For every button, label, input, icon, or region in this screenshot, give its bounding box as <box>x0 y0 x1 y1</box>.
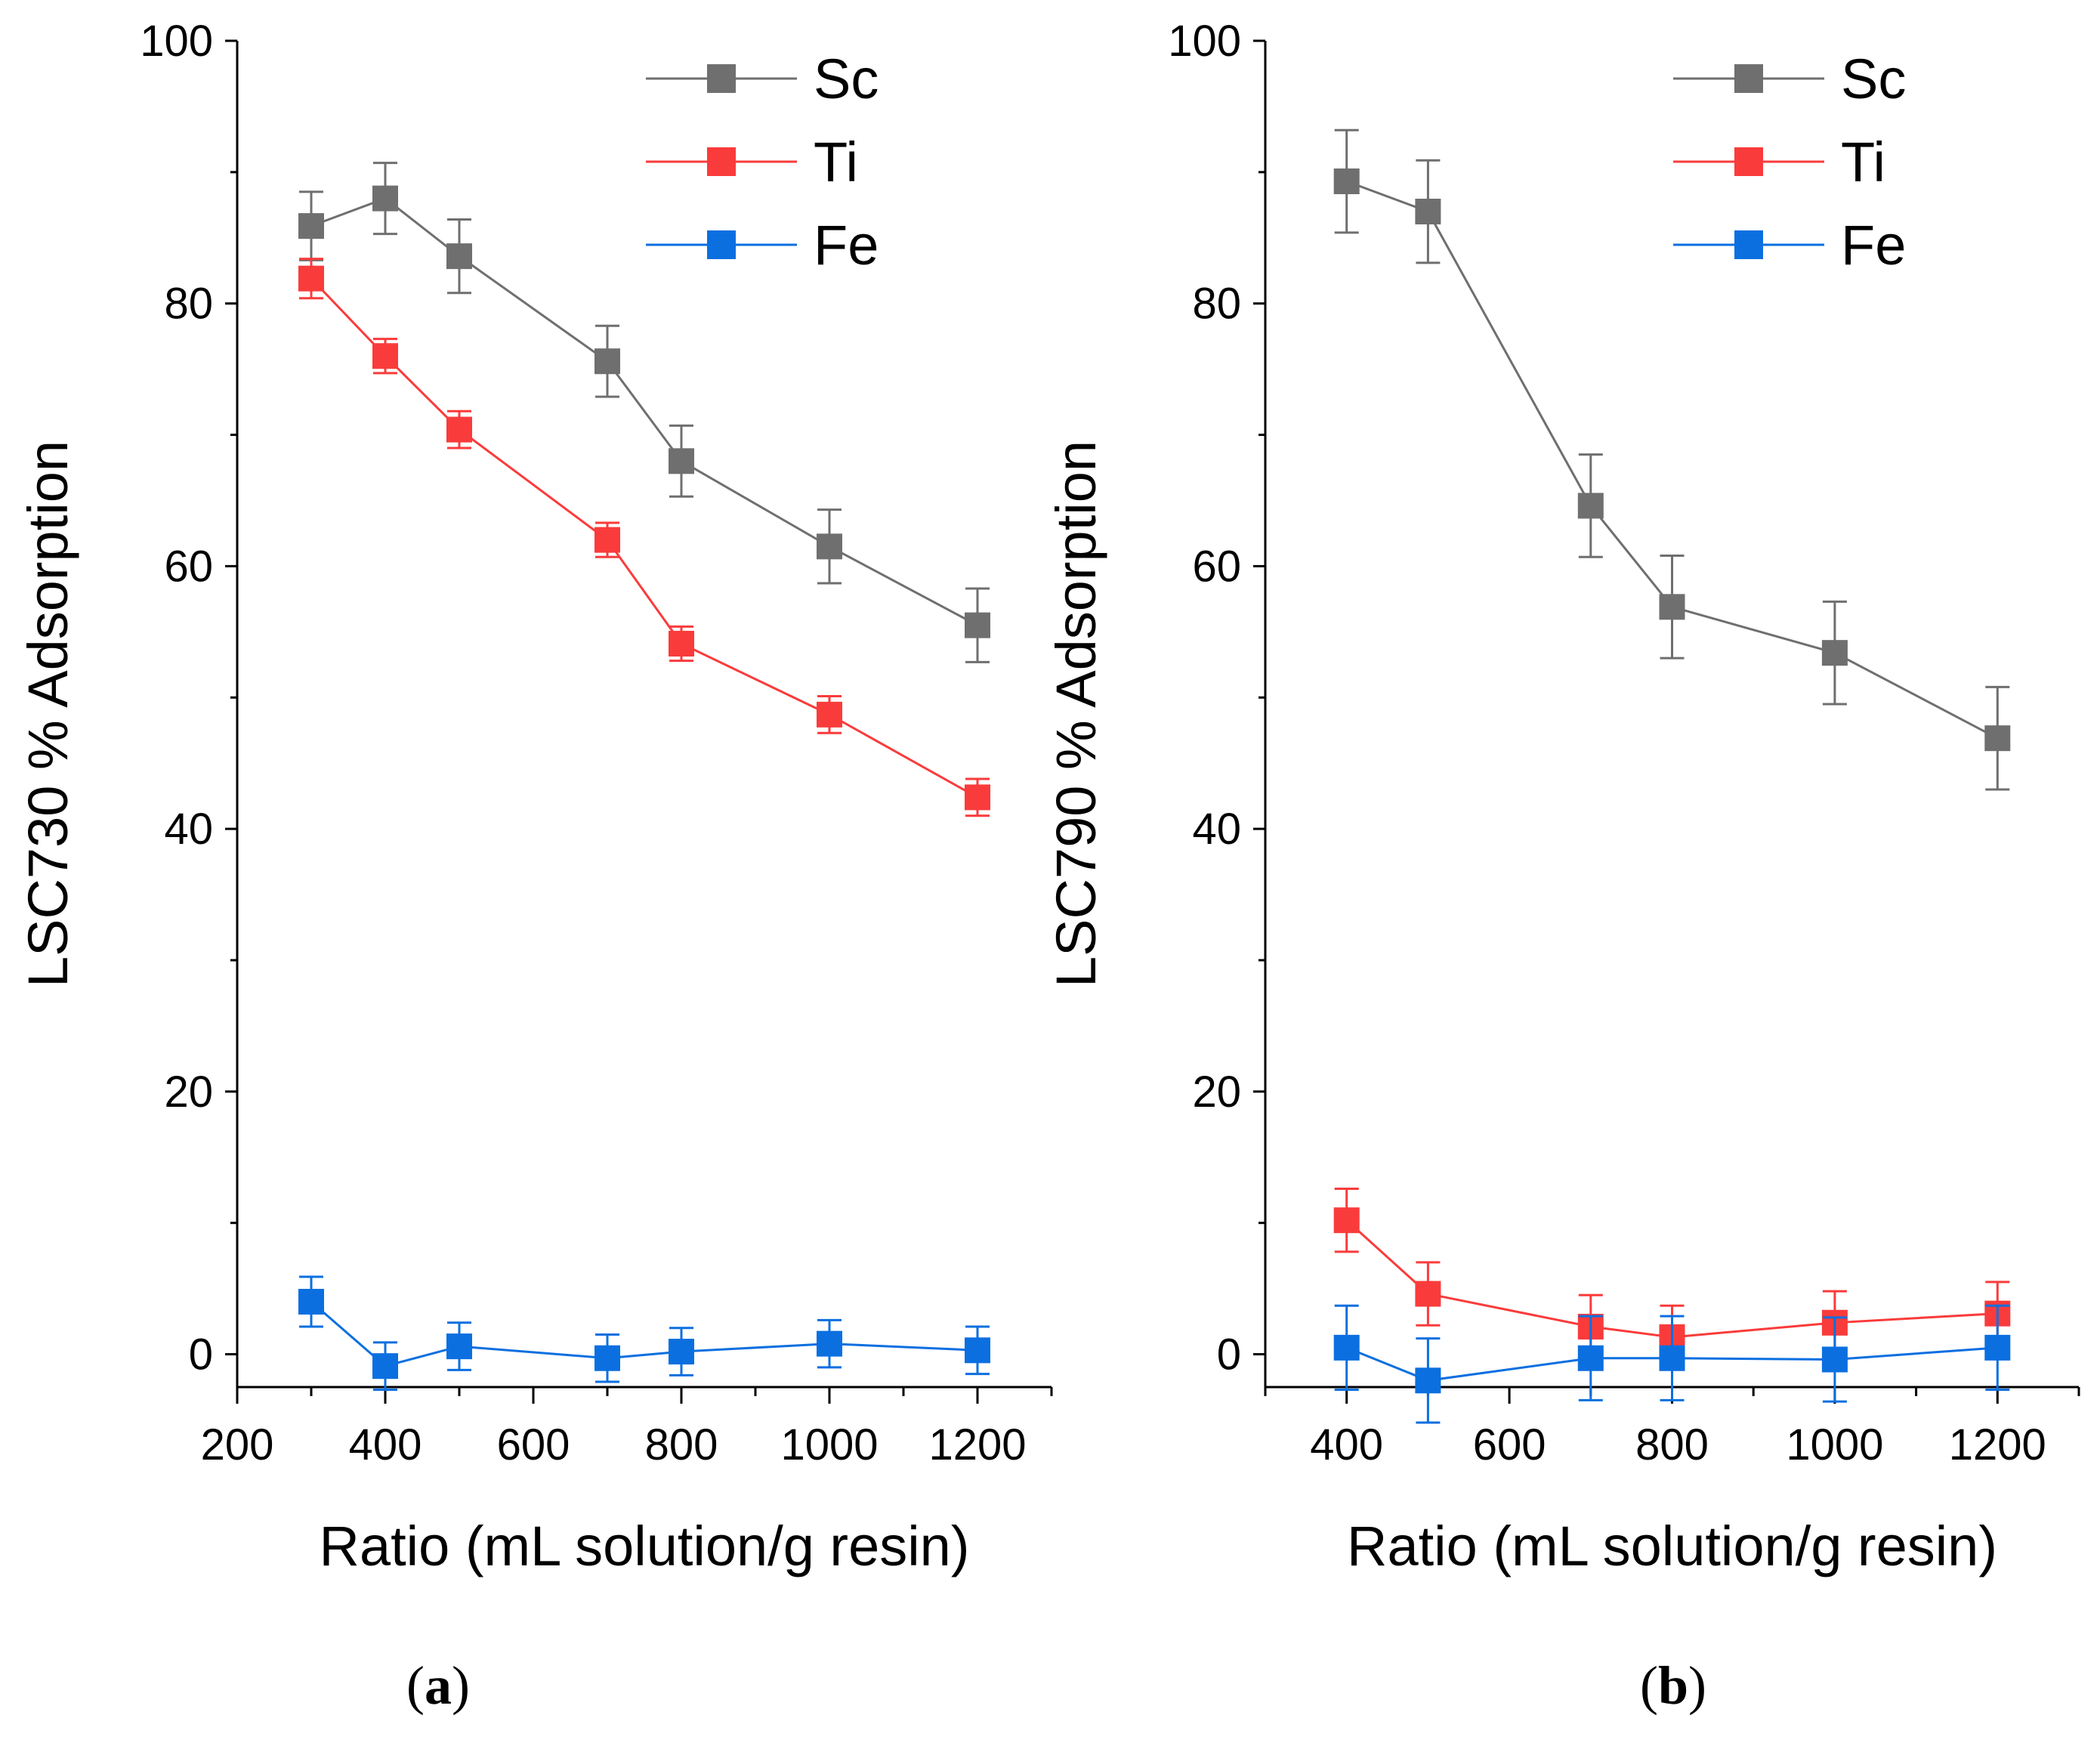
legend-marker <box>1734 230 1763 259</box>
x-tick-label: 800 <box>1635 1420 1709 1469</box>
data-point <box>1659 1345 1685 1371</box>
series-line <box>1346 1346 1998 1382</box>
data-point <box>669 1339 694 1365</box>
data-point <box>298 1288 324 1315</box>
series-sc <box>1333 128 2011 791</box>
legend-label: Ti <box>1841 131 1885 193</box>
y-tick-label: 0 <box>1217 1330 1241 1380</box>
x-tick-label: 800 <box>645 1420 718 1469</box>
legend-marker <box>707 64 736 93</box>
data-point <box>1333 1334 1360 1361</box>
legend-label: Ti <box>814 131 858 193</box>
y-axis-title: LSC790 % Adsorption <box>1045 440 1107 987</box>
x-tick-label: 1000 <box>1786 1420 1883 1469</box>
x-axis-title: Ratio (mL solution/g resin) <box>320 1515 970 1577</box>
y-tick-label: 20 <box>164 1068 213 1117</box>
panel-label: (b) <box>1640 1655 1706 1716</box>
data-point <box>1415 199 1441 225</box>
data-point <box>372 1353 398 1380</box>
y-tick-label: 60 <box>1192 542 1241 591</box>
data-point <box>965 1337 990 1364</box>
x-tick-label: 1200 <box>1949 1420 2046 1469</box>
data-point <box>594 348 620 375</box>
chart-panel-a: 0 20 40 60 80 100 200 400 600 800 1000 1200 Ratio (m… <box>17 17 1053 1716</box>
data-point <box>446 416 472 443</box>
data-point <box>1333 1207 1360 1234</box>
x-axis-title: Ratio (mL solution/g resin) <box>1347 1515 1997 1577</box>
series-fe <box>1333 1304 2011 1424</box>
data-point <box>298 265 324 292</box>
x-tick-label: 200 <box>201 1420 274 1469</box>
data-point <box>965 612 990 638</box>
data-point <box>817 1330 842 1357</box>
legend-label: Fe <box>1841 214 1906 277</box>
data-point <box>1415 1367 1441 1394</box>
y-tick-label: 60 <box>164 542 213 591</box>
y-tick-label: 80 <box>1192 280 1241 329</box>
y-tick-label: 100 <box>1168 17 1241 66</box>
x-tick-label: 1000 <box>780 1420 878 1469</box>
data-point <box>372 185 398 212</box>
data-point <box>817 701 842 728</box>
x-tick-label: 600 <box>1473 1420 1546 1469</box>
data-point <box>817 533 842 560</box>
series-line <box>310 1300 978 1367</box>
series-ti <box>298 258 990 817</box>
legend-marker <box>707 230 736 259</box>
x-tick-label: 600 <box>497 1420 570 1469</box>
y-tick-label: 100 <box>140 17 213 66</box>
data-point <box>594 527 620 553</box>
data-point <box>446 243 472 270</box>
data-point <box>1821 1346 1848 1373</box>
x-tick-label: 1200 <box>928 1420 1026 1469</box>
data-point <box>298 213 324 239</box>
y-tick-label: 40 <box>164 805 213 854</box>
data-point <box>1984 1334 2011 1361</box>
legend: Sc Ti Fe <box>1673 48 1906 277</box>
data-point <box>1577 493 1604 519</box>
y-axis-title: LSC730 % Adsorption <box>17 440 79 987</box>
chart-panel-b: 0 20 40 60 80 100 400 600 800 1000 1200 Ratio (mL s… <box>1045 17 2080 1716</box>
legend-marker <box>707 147 736 176</box>
data-point <box>1821 640 1848 666</box>
data-point <box>1984 725 2011 752</box>
y-tick-label: 0 <box>189 1330 213 1380</box>
data-point <box>1415 1281 1441 1307</box>
series-line <box>1346 180 1998 740</box>
panel-label: (a) <box>406 1655 470 1716</box>
data-point <box>965 784 990 811</box>
data-point <box>1333 168 1360 195</box>
legend-marker <box>1734 147 1763 176</box>
series-line <box>1345 1219 1998 1339</box>
data-point <box>1577 1345 1604 1371</box>
series-sc <box>298 162 990 663</box>
x-tick-label: 400 <box>349 1420 422 1469</box>
data-point <box>594 1345 620 1371</box>
legend-label: Fe <box>814 214 879 277</box>
legend: Sc Ti Fe <box>646 48 879 277</box>
legend-label: Sc <box>1841 48 1906 110</box>
x-tick-label: 400 <box>1310 1420 1383 1469</box>
data-point <box>669 630 694 657</box>
legend-marker <box>1734 64 1763 93</box>
data-point <box>669 448 694 474</box>
series-fe <box>298 1275 990 1391</box>
legend-label: Sc <box>814 48 879 110</box>
y-tick-label: 80 <box>164 280 213 329</box>
y-tick-label: 40 <box>1192 805 1241 854</box>
series-line <box>310 277 978 799</box>
data-point <box>446 1333 472 1360</box>
data-point <box>372 343 398 369</box>
y-tick-label: 20 <box>1192 1068 1241 1117</box>
data-point <box>1659 594 1685 620</box>
